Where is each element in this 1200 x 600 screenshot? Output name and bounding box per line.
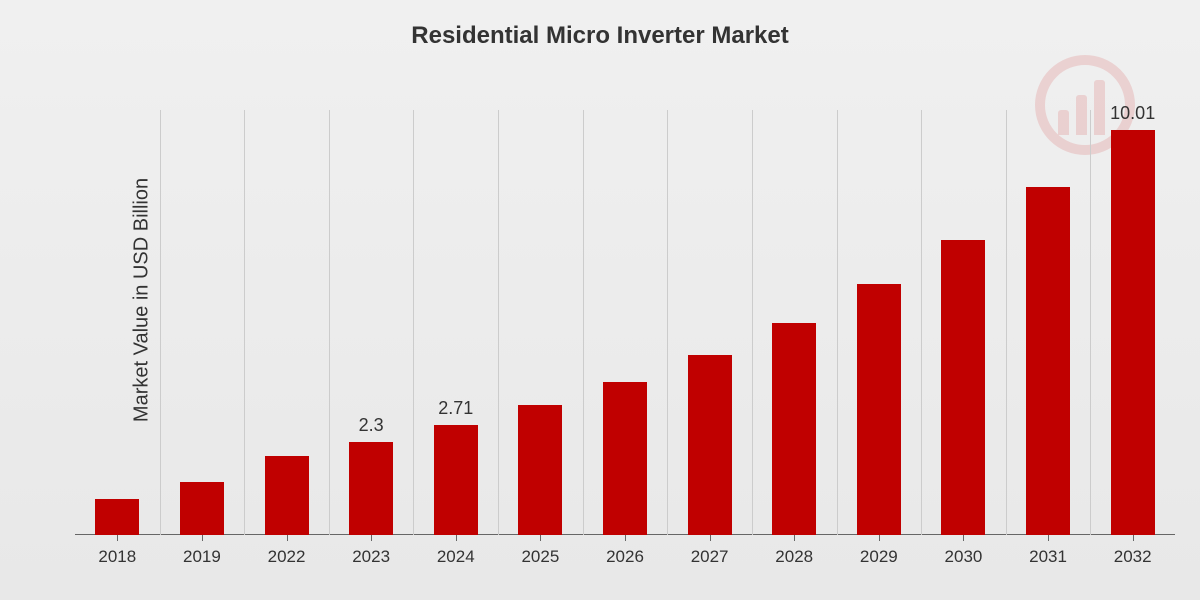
x-axis-category-label: 2032 [1114,547,1152,567]
bar [434,425,478,535]
x-axis-category-label: 2025 [521,547,559,567]
x-tick [117,535,118,541]
bar [857,284,901,535]
x-tick [1048,535,1049,541]
x-tick [794,535,795,541]
x-tick [540,535,541,541]
x-axis: 2018 2019 2022 2023 2024 2025 2026 2027 2028 2029… [75,535,1175,575]
chart-container: Residential Micro Inverter Market Market… [0,0,1200,600]
gridline [921,110,922,535]
gridline [160,110,161,535]
gridline [1090,110,1091,535]
gridline [752,110,753,535]
bar [772,323,816,536]
x-tick [710,535,711,541]
gridline [329,110,330,535]
x-axis-category-label: 2029 [860,547,898,567]
x-axis-category-label: 2019 [183,547,221,567]
gridline [498,110,499,535]
bar-value-label: 10.01 [1110,103,1155,124]
bar [688,355,732,535]
gridline [583,110,584,535]
x-tick [879,535,880,541]
x-tick [202,535,203,541]
x-tick [963,535,964,541]
bar [1026,187,1070,535]
bar-value-label: 2.71 [438,398,473,419]
bar [265,456,309,535]
x-axis-category-label: 2018 [98,547,136,567]
chart-title: Residential Micro Inverter Market [0,22,1200,50]
x-axis-category-label: 2030 [945,547,983,567]
bar [518,405,562,535]
x-axis-category-label: 2023 [352,547,390,567]
gridline [1006,110,1007,535]
x-tick [456,535,457,541]
x-axis-category-label: 2024 [437,547,475,567]
x-axis-category-label: 2027 [691,547,729,567]
x-tick [371,535,372,541]
x-axis-category-label: 2026 [606,547,644,567]
bar-value-label: 2.3 [359,415,384,436]
x-tick [287,535,288,541]
gridline [413,110,414,535]
bar [180,482,224,535]
bar [941,240,985,535]
gridline [837,110,838,535]
gridline [667,110,668,535]
bar [95,499,139,535]
bar [603,382,647,535]
x-axis-category-label: 2022 [268,547,306,567]
x-tick [625,535,626,541]
gridline [244,110,245,535]
plot-area: 2.32.7110.01 [75,110,1175,535]
x-axis-category-label: 2028 [775,547,813,567]
x-axis-category-label: 2031 [1029,547,1067,567]
x-tick [1133,535,1134,541]
bar [349,442,393,535]
bar [1111,130,1155,535]
